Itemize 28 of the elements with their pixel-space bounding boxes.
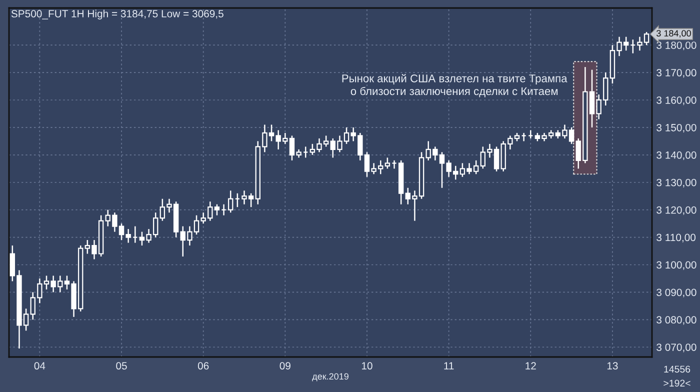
chart-title: SP500_FUT 1H High = 3184,75 Low = 3069,5 [11, 10, 224, 20]
annotation: Рынок акций США взлетел на твите Трампа о близости заключения сделки с Китаем [342, 74, 568, 98]
y-tick-label: 3 110,00 [656, 234, 696, 242]
y-tick-label: 3 130,00 [656, 178, 696, 188]
x-tick-label: 10 [362, 362, 372, 370]
y-tick-label: 3 180,00 [656, 42, 696, 50]
candlestick [228, 190, 234, 214]
x-tick-label: 06 [198, 362, 209, 370]
text: 14556 [664, 366, 690, 373]
x-tick-label: 04 [34, 362, 46, 370]
text: >192< [664, 380, 690, 387]
y-tick-label: 3 160,00 [656, 96, 696, 106]
y-tick-label: 3 150,00 [656, 124, 696, 133]
y-tick-label: 3 090,00 [656, 288, 696, 298]
y-tick-label: 3 070,00 [656, 344, 696, 352]
text: 3 184,00 [656, 30, 691, 38]
y-tick-label: 3 120,00 [656, 206, 696, 215]
x-tick-label: 09 [280, 362, 290, 370]
y-tick-label: 3 140,00 [656, 151, 696, 160]
x-tick-label: 05 [116, 362, 127, 370]
x-tick-label: 11 [444, 362, 454, 370]
y-tick-label: 3 170,00 [656, 69, 696, 78]
x-tick-label: 12 [526, 362, 536, 370]
x-axis-title: дек.2019 [312, 373, 348, 382]
y-tick-label: 3 100,00 [656, 261, 696, 270]
x-tick-label: 13 [607, 362, 618, 370]
y-tick-label: 3 080,00 [656, 316, 696, 325]
candlestick [384, 157, 390, 170]
